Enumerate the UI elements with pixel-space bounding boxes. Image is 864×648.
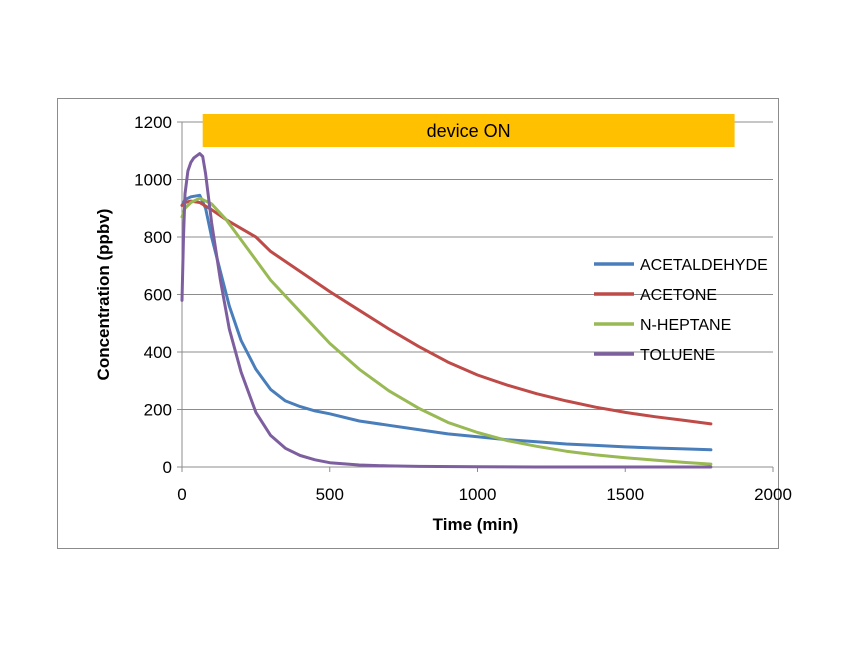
series-line-acetone (180, 199, 713, 426)
x-axis-title: Time (min) (433, 515, 519, 534)
series-lines (180, 152, 713, 469)
y-tick-label: 200 (144, 401, 172, 420)
chart-frame (57, 98, 779, 549)
series-line-n-heptane (180, 196, 713, 466)
device-on-label: device ON (427, 121, 511, 141)
y-tick-label: 600 (144, 286, 172, 305)
series-line-acetaldehyde (180, 193, 713, 452)
y-tick-label: 400 (144, 343, 172, 362)
x-tick-label: 500 (316, 485, 344, 504)
legend-label-acetone: ACETONE (640, 287, 717, 304)
device-on-bar (202, 114, 735, 147)
x-tick-label: 0 (177, 485, 186, 504)
legend-label-toluene: TOLUENE (640, 347, 715, 364)
tick-labels: 0 200 400 600 800 1000 1200 0 500 1000 1500 2000 (134, 113, 792, 504)
legend-label-n-heptane: N-HEPTANE (640, 317, 731, 334)
y-axis-title: Concentration (ppbv) (94, 209, 113, 381)
x-tick-label: 1000 (459, 485, 497, 504)
legend-label-acetaldehyde: ACETALDEHYDE (640, 257, 768, 274)
y-tick-label: 1000 (134, 171, 172, 190)
x-tick-label: 2000 (754, 485, 792, 504)
y-tick-label: 800 (144, 228, 172, 247)
x-tick-label: 1500 (606, 485, 644, 504)
legend: ACETALDEHYDE ACETONE N-HEPTANE TOLUENE (594, 257, 768, 364)
series-line-toluene (180, 152, 713, 469)
device-on-banner: device ON (202, 114, 735, 147)
y-tick-label: 0 (163, 458, 172, 477)
y-tick-label: 1200 (134, 113, 172, 132)
